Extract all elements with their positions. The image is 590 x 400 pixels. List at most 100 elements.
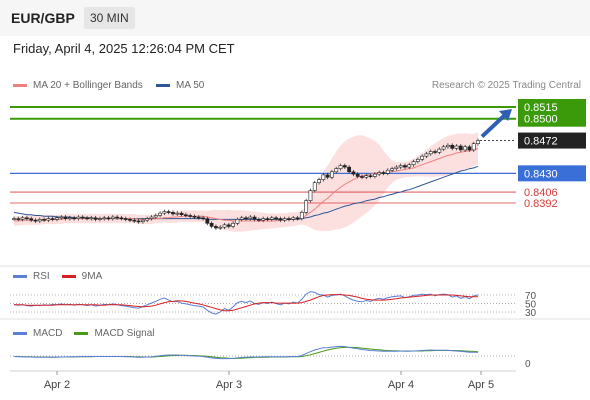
- rsi-ma-swatch: [61, 275, 76, 278]
- candle: [248, 215, 253, 221]
- candle: [407, 162, 412, 170]
- forecast-arrow: [480, 112, 508, 139]
- candle: [89, 215, 94, 221]
- candle: [274, 215, 278, 221]
- legend-macd: MACD MACD Signal: [13, 328, 154, 339]
- candle: [67, 215, 72, 221]
- candle: [98, 216, 102, 222]
- x-tick-label: Apr 2: [44, 379, 70, 391]
- pair-title: EUR/GBP: [11, 10, 75, 26]
- candle: [42, 217, 46, 223]
- candle: [231, 221, 236, 229]
- candle: [145, 216, 150, 223]
- candle: [158, 211, 162, 218]
- candle: [166, 209, 171, 215]
- candle: [162, 209, 167, 216]
- candle: [433, 149, 437, 155]
- candle: [441, 144, 446, 152]
- candle: [119, 215, 124, 221]
- candle: [317, 177, 321, 185]
- candle: [106, 215, 111, 221]
- forecast-arrowhead: [499, 109, 512, 121]
- candle: [355, 172, 360, 179]
- candle: [278, 216, 283, 223]
- legend-macd-signal-label: MACD Signal: [94, 328, 155, 339]
- candle: [196, 215, 201, 220]
- pivot-label: 0.8430: [524, 168, 558, 180]
- legend-ma50: MA 50: [156, 80, 204, 91]
- candle: [188, 213, 193, 219]
- candle: [351, 169, 356, 177]
- macd-signal-swatch: [74, 332, 89, 335]
- last-price-label: 0.8472: [524, 136, 558, 148]
- target-label: 0.8515: [524, 102, 558, 114]
- candle: [183, 212, 188, 218]
- candle: [325, 172, 330, 180]
- candle: [364, 173, 369, 180]
- candle: [153, 213, 158, 219]
- legend-ma50-label: MA 50: [176, 80, 205, 91]
- rsi-tick-label: 70: [525, 291, 537, 302]
- macd-line: [13, 345, 479, 360]
- x-tick-label: Apr 4: [388, 379, 414, 391]
- candle: [235, 217, 240, 226]
- ma50-swatch: [156, 84, 170, 87]
- candle: [411, 159, 416, 167]
- legend-ma20-label: MA 20 + Bollinger Bands: [33, 80, 143, 91]
- last-price-tag: [518, 132, 586, 149]
- candle: [256, 217, 261, 223]
- candle: [239, 215, 244, 222]
- x-tick-label: Apr 3: [216, 379, 242, 391]
- candle: [80, 215, 85, 220]
- candle: [381, 170, 386, 176]
- candle: [403, 163, 407, 170]
- candle: [76, 215, 81, 221]
- candle: [347, 165, 352, 174]
- legend-rsi-label: RSI: [33, 271, 50, 282]
- candle: [463, 144, 468, 152]
- candle: [55, 215, 59, 222]
- macd-tick-label: 0: [525, 359, 531, 370]
- rsi-ma-line: [14, 294, 478, 312]
- candle: [330, 169, 334, 180]
- candle: [110, 215, 115, 221]
- candle: [179, 211, 184, 217]
- candle: [171, 210, 175, 216]
- candle: [338, 163, 343, 171]
- ma20-line: [14, 147, 479, 222]
- candle: [222, 222, 227, 230]
- x-tick-label: Apr 5: [468, 379, 494, 391]
- timeframe-button[interactable]: 30 MIN: [84, 7, 135, 29]
- candle: [226, 222, 231, 229]
- candle: [476, 138, 480, 146]
- candle: [308, 188, 313, 203]
- candle: [424, 151, 429, 159]
- candle: [115, 215, 120, 220]
- legend-ma20: MA 20 + Bollinger Bands: [13, 80, 143, 91]
- candle: [214, 224, 218, 230]
- candle: [175, 211, 180, 216]
- candle: [471, 141, 476, 152]
- candle: [33, 218, 38, 223]
- legend-rsi: RSI 9MA: [13, 271, 102, 282]
- candle: [467, 144, 472, 152]
- rsi-tick-label: 30: [525, 308, 537, 319]
- rsi-line: [13, 291, 479, 315]
- chart-datetime: Friday, April 4, 2025 12:26:04 PM CET: [13, 41, 235, 56]
- candle: [420, 154, 425, 162]
- candle: [372, 172, 377, 179]
- candle: [252, 215, 257, 222]
- target-tag: [518, 99, 586, 127]
- candle: [415, 157, 420, 164]
- candle: [149, 215, 154, 221]
- candle: [24, 215, 29, 221]
- candle: [287, 216, 291, 222]
- candle: [299, 210, 304, 221]
- candle: [269, 215, 274, 222]
- candle: [20, 215, 25, 222]
- candle: [265, 216, 270, 222]
- macd-signal-line: [14, 346, 479, 359]
- candle: [450, 143, 455, 151]
- candle: [312, 180, 317, 193]
